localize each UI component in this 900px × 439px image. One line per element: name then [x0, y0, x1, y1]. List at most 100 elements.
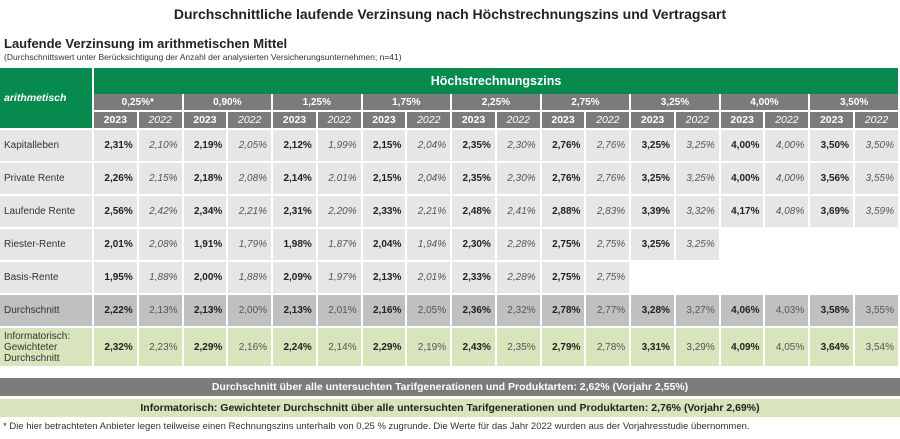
value-2022: 1,97% [317, 260, 361, 293]
value-2023: 2,04% [362, 227, 406, 260]
value-2023: 2,16% [362, 293, 406, 326]
row-label: Private Rente [0, 161, 92, 194]
value-2022: 2,21% [228, 194, 272, 227]
table-row: Private Rente 2,26% 2,15% 2,18% 2,08% 2,14% 2,… [0, 161, 898, 194]
value-2022: 1,79% [228, 227, 272, 260]
table-row: Kapitalleben 2,31% 2,10% 2,19% 2,05% 2,12% 1,9… [0, 128, 898, 161]
value-2022: 3,54% [855, 326, 898, 366]
year-header: 2022 [855, 112, 898, 128]
value-2023: 4,00% [720, 128, 764, 161]
summary-average: Durchschnitt über alle untersuchten Tari… [0, 378, 900, 396]
value-2022: 2,04% [407, 128, 451, 161]
value-2022: 2,83% [586, 194, 630, 227]
value-2023: 2,75% [541, 260, 585, 293]
row-label: Laufende Rente [0, 194, 92, 227]
year-header: 2022 [586, 112, 630, 128]
value-2023: 3,28% [631, 293, 674, 326]
value-2022: 2,23% [138, 326, 182, 366]
value-2022: 4,08% [765, 194, 809, 227]
value-2022: 4,03% [765, 293, 809, 326]
value-2023: 2,33% [362, 194, 406, 227]
value-2022: 2,15% [138, 161, 182, 194]
value-2023: 2,78% [541, 293, 585, 326]
rate-header: 3,25% [631, 94, 719, 112]
table-row: Riester-Rente 2,01% 2,08% 1,91% 1,79% 1,98% 1,… [0, 227, 898, 260]
row-label: Kapitalleben [0, 128, 92, 161]
value-2022: 2,05% [407, 293, 451, 326]
value-2023: 1,95% [94, 260, 137, 293]
value-2023: 2,19% [183, 128, 227, 161]
value-2022: 4,00% [765, 161, 809, 194]
empty-cell [810, 260, 854, 293]
year-header: 2023 [541, 112, 585, 128]
rate-header: 4,00% [720, 94, 809, 112]
value-2023: 1,98% [273, 227, 316, 260]
value-2022: 2,00% [228, 293, 272, 326]
value-2023: 3,69% [810, 194, 854, 227]
value-2023: 3,31% [631, 326, 674, 366]
table-row: Laufende Rente 2,56% 2,42% 2,34% 2,21% 2,31% 2… [0, 194, 898, 227]
table-subtitle: Laufende Verzinsung im arithmetischen Mi… [4, 36, 288, 51]
rate-header: 1,75% [362, 94, 451, 112]
value-2022: 2,41% [496, 194, 540, 227]
value-2022: 2,42% [138, 194, 182, 227]
year-header: 2022 [675, 112, 719, 128]
value-2023: 2,76% [541, 128, 585, 161]
value-2023: 4,00% [720, 161, 764, 194]
value-2023: 2,75% [541, 227, 585, 260]
value-2022: 2,76% [586, 128, 630, 161]
value-2022: 3,25% [675, 128, 719, 161]
table-note: (Durchschnittswert unter Berücksichtigun… [4, 52, 402, 62]
year-header: 2023 [810, 112, 854, 128]
footnote: * Die hier betrachteten Anbieter legen t… [3, 421, 750, 432]
value-2023: 2,13% [273, 293, 316, 326]
empty-cell [765, 260, 809, 293]
value-2022: 2,75% [586, 227, 630, 260]
value-2023: 2,48% [452, 194, 495, 227]
value-2023: 2,09% [273, 260, 316, 293]
empty-cell [855, 227, 898, 260]
empty-cell [810, 227, 854, 260]
value-2023: 2,29% [183, 326, 227, 366]
value-2023: 2,35% [452, 161, 495, 194]
value-2022: 2,78% [586, 326, 630, 366]
value-2022: 3,32% [675, 194, 719, 227]
value-2022: 2,20% [317, 194, 361, 227]
corner-label: arithmetisch [0, 68, 92, 128]
year-header: 2022 [496, 112, 540, 128]
value-2023: 3,39% [631, 194, 674, 227]
value-2023: 2,26% [94, 161, 137, 194]
value-2023: 3,25% [631, 161, 674, 194]
value-2023: 2,31% [273, 194, 316, 227]
value-2022: 3,27% [675, 293, 719, 326]
value-2022: 2,76% [586, 161, 630, 194]
value-2023: 2,15% [362, 128, 406, 161]
year-header: 2022 [317, 112, 361, 128]
value-2023: 2,36% [452, 293, 495, 326]
value-2023: 2,15% [362, 161, 406, 194]
value-2022: 2,28% [496, 260, 540, 293]
table-row: Basis-Rente 1,95% 1,88% 2,00% 1,88% 2,09% 1,97… [0, 260, 898, 293]
value-2023: 2,22% [94, 293, 137, 326]
empty-cell [675, 260, 719, 293]
value-2023: 2,88% [541, 194, 585, 227]
year-header: 2022 [228, 112, 272, 128]
rate-header: 0,25%* [94, 94, 182, 112]
year-header: 2023 [273, 112, 316, 128]
value-2023: 4,09% [720, 326, 764, 366]
value-2023: 3,25% [631, 227, 674, 260]
value-2023: 1,91% [183, 227, 227, 260]
value-2023: 2,31% [94, 128, 137, 161]
year-header: 2023 [94, 112, 137, 128]
rate-header: 0,90% [183, 94, 272, 112]
value-2022: 2,16% [228, 326, 272, 366]
value-2022: 1,94% [407, 227, 451, 260]
value-2022: 2,28% [496, 227, 540, 260]
value-2023: 2,32% [94, 326, 137, 366]
value-2022: 2,14% [317, 326, 361, 366]
value-2022: 2,08% [138, 227, 182, 260]
year-header: 2023 [362, 112, 406, 128]
value-2023: 2,34% [183, 194, 227, 227]
value-2022: 1,88% [138, 260, 182, 293]
value-2023: 2,13% [183, 293, 227, 326]
